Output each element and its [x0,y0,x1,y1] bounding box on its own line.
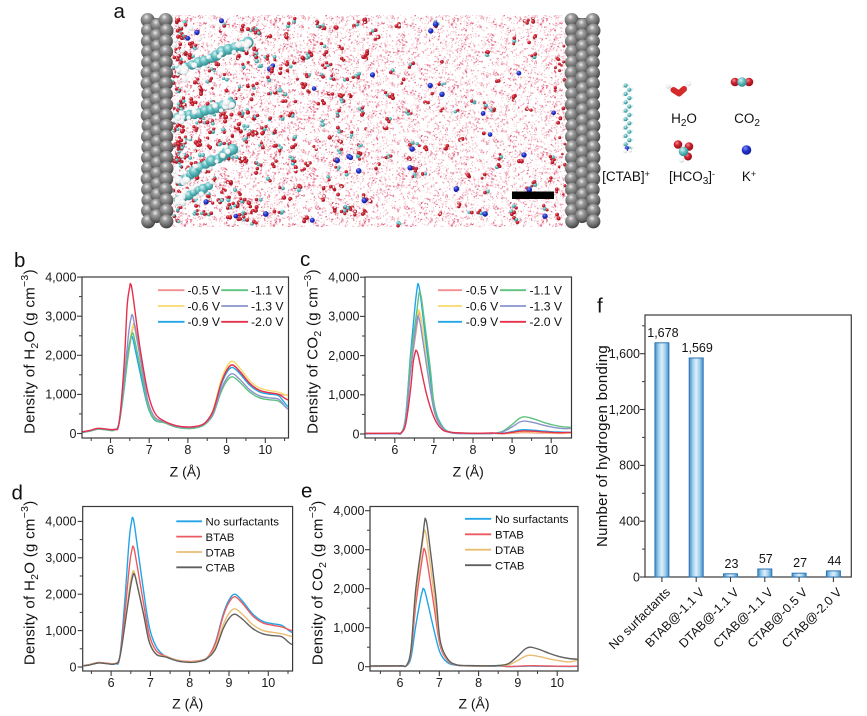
svg-text:6: 6 [391,443,398,457]
svg-text:2,000: 2,000 [45,349,76,363]
svg-text:0: 0 [633,570,640,584]
svg-text:1,000: 1,000 [45,624,76,638]
svg-text:4,000: 4,000 [45,515,76,529]
svg-text:Density of H2O (g cm−3): Density of H2O (g cm−3) [19,269,41,434]
svg-text:Density of H2O (g cm−3): Density of H2O (g cm−3) [19,500,41,665]
svg-text:No surfactants: No surfactants [206,517,280,529]
svg-text:400: 400 [619,515,640,529]
svg-text:9: 9 [509,443,516,457]
svg-text:[HCO3]-: [HCO3]- [669,169,715,187]
svg-text:c: c [300,248,310,271]
svg-text:3,000: 3,000 [333,543,364,557]
svg-text:Density of CO2 (g cm−3): Density of CO2 (g cm−3) [302,269,324,434]
svg-text:1,200: 1,200 [609,403,640,417]
svg-text:Density of CO2 (g cm−3): Density of CO2 (g cm−3) [307,500,329,665]
svg-text:0: 0 [70,427,77,441]
svg-text:4,000: 4,000 [333,504,364,518]
svg-text:9: 9 [514,676,521,690]
svg-text:1,000: 1,000 [45,388,76,402]
svg-text:23: 23 [725,557,739,571]
svg-text:d: d [12,482,23,505]
svg-text:7: 7 [436,676,443,690]
svg-text:DTAB: DTAB [206,547,236,559]
svg-text:a: a [114,0,126,23]
svg-text:BTAB: BTAB [206,532,235,544]
svg-text:57: 57 [759,552,773,566]
svg-text:3,000: 3,000 [45,310,76,324]
svg-text:Z (Å): Z (Å) [458,696,489,712]
svg-text:BTAB@-1.1 V: BTAB@-1.1 V [642,585,707,650]
svg-text:800: 800 [619,459,640,473]
svg-text:7: 7 [147,676,154,690]
svg-text:-1.1 V: -1.1 V [530,284,563,298]
svg-text:Number of hydrogen bonding: Number of hydrogen bonding [594,345,611,547]
svg-text:-2.0 V: -2.0 V [251,315,284,329]
svg-text:27: 27 [793,556,807,570]
svg-text:-0.9 V: -0.9 V [466,315,499,329]
svg-text:2,000: 2,000 [328,349,359,363]
svg-text:-2.0 V: -2.0 V [530,315,563,329]
svg-text:10: 10 [544,443,558,457]
svg-text:4,000: 4,000 [328,271,359,285]
svg-text:6: 6 [397,676,404,690]
svg-text:2,000: 2,000 [333,582,364,596]
svg-text:44: 44 [827,554,841,568]
svg-text:0: 0 [358,660,365,674]
svg-text:3,000: 3,000 [328,310,359,324]
svg-text:6: 6 [108,676,115,690]
svg-text:4,000: 4,000 [45,270,76,284]
svg-text:H2O: H2O [671,111,697,129]
svg-text:3,000: 3,000 [45,551,76,565]
svg-text:f: f [597,295,603,318]
svg-text:-0.9 V: -0.9 V [188,315,221,329]
svg-text:8: 8 [186,676,193,690]
svg-text:2,000: 2,000 [45,588,76,602]
svg-text:-1.1 V: -1.1 V [251,284,284,298]
svg-text:1,678: 1,678 [647,326,678,340]
svg-text:[CTAB]+: [CTAB]+ [602,169,650,184]
svg-text:8: 8 [470,443,477,457]
svg-text:0: 0 [353,427,360,441]
svg-text:7: 7 [146,443,153,457]
svg-text:b: b [14,249,25,272]
svg-text:9: 9 [226,676,233,690]
svg-text:BTAB: BTAB [495,530,524,542]
svg-text:-0.6 V: -0.6 V [466,299,499,313]
svg-text:7: 7 [430,443,437,457]
svg-text:8: 8 [475,676,482,690]
svg-text:Z (Å): Z (Å) [453,464,484,480]
svg-text:8: 8 [184,443,191,457]
svg-text:e: e [301,480,312,503]
svg-text:9: 9 [223,443,230,457]
svg-text:10: 10 [258,443,272,457]
svg-text:6: 6 [107,443,114,457]
svg-text:-0.5 V: -0.5 V [466,284,499,298]
svg-text:-0.6 V: -0.6 V [188,299,221,313]
svg-text:CTAB: CTAB [495,561,525,573]
svg-text:CTAB@-2.0 V: CTAB@-2.0 V [779,585,845,651]
svg-text:-0.5 V: -0.5 V [188,284,221,298]
svg-text:DTAB: DTAB [495,545,525,557]
svg-text:Z (Å): Z (Å) [172,696,203,712]
svg-text:CO2: CO2 [734,111,760,129]
svg-text:Z (Å): Z (Å) [170,464,201,480]
svg-text:1,569: 1,569 [682,341,713,355]
svg-text:K+: K+ [742,169,756,184]
svg-text:1,000: 1,000 [328,388,359,402]
svg-text:10: 10 [261,676,275,690]
svg-text:CTAB: CTAB [206,563,236,575]
svg-text:10: 10 [550,676,564,690]
svg-text:1,600: 1,600 [609,347,640,361]
svg-text:0: 0 [70,660,77,674]
svg-text:-1.3 V: -1.3 V [251,299,284,313]
svg-text:No surfactants: No surfactants [495,514,569,526]
svg-text:1,000: 1,000 [333,621,364,635]
svg-text:-1.3 V: -1.3 V [530,299,563,313]
